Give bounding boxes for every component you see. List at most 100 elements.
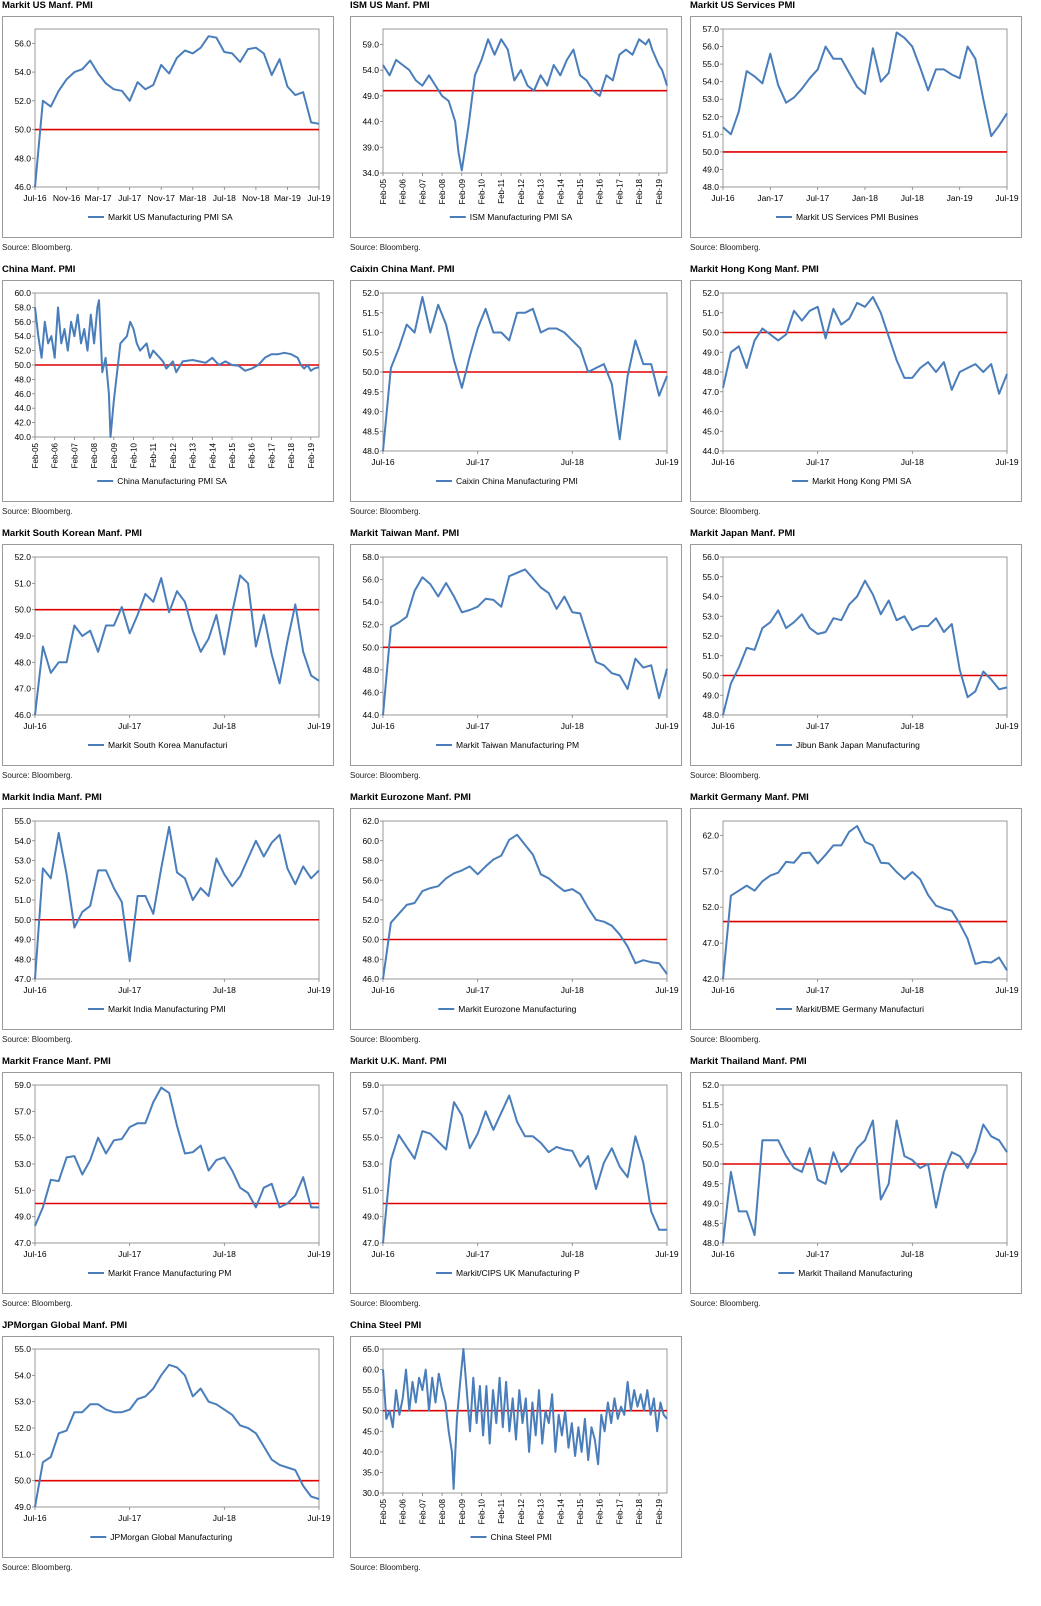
y-tick-label: 44.0 <box>702 446 719 456</box>
x-tick-label: Feb-07 <box>418 1498 427 1524</box>
x-tick-label: Feb-19 <box>655 178 664 204</box>
y-tick-label: 48.0 <box>362 446 379 456</box>
x-tick-label: Feb-15 <box>576 1498 585 1524</box>
chart-panel-ism-manf: ISM US Manf. PMI 34.0 39.0 44.0 49.0 54.0 59.0… <box>348 0 686 264</box>
y-tick-label: 48.0 <box>702 710 719 720</box>
x-tick-label: Jul-17 <box>466 985 489 995</box>
x-tick-label: Jul-19 <box>307 985 330 995</box>
x-tick-label: Jul-18 <box>561 1249 584 1259</box>
y-tick-label: 52.0 <box>702 112 719 122</box>
chart-svg: 47.0 49.0 51.0 53.0 55.0 57.0 59.0 Jul-16 Jul-17… <box>362 1080 678 1278</box>
legend-label: ISM Manufacturing PMI SA <box>470 212 573 222</box>
y-tick-label: 48.0 <box>362 665 379 675</box>
x-tick-label: Jul-16 <box>23 721 46 731</box>
chart-frame: 46.0 48.0 50.0 52.0 54.0 56.0 58.0 60.0 62.0 Jul-… <box>350 808 682 1030</box>
y-tick-label: 50.0 <box>362 935 379 945</box>
x-tick-label: Jul-16 <box>23 1249 46 1259</box>
y-tick-label: 55.0 <box>702 59 719 69</box>
x-tick-label: Mar-18 <box>179 193 206 203</box>
chart-title: Markit South Korean Manf. PMI <box>2 528 142 539</box>
x-tick-label: Nov-18 <box>242 193 270 203</box>
x-tick-label: Jul-18 <box>213 1513 236 1523</box>
series-line <box>34 1086 319 1227</box>
legend-label: Markit France Manufacturing PM <box>108 1268 231 1278</box>
x-tick-label: Feb-05 <box>31 442 40 468</box>
x-tick-label: Jul-16 <box>371 985 394 995</box>
y-tick-label: 50.0 <box>14 915 31 925</box>
y-tick-label: 56.0 <box>362 875 379 885</box>
x-tick-label: Jul-17 <box>806 985 829 995</box>
legend-label: Markit US Services PMI Busines <box>796 212 918 222</box>
x-tick-label: Jul-16 <box>711 1249 734 1259</box>
x-tick-label: Feb-09 <box>458 178 467 204</box>
x-tick-label: Jul-17 <box>118 1513 141 1523</box>
chart-panel-china-steel: China Steel PMI 30.0 35.0 40.0 45.0 50.0 55.0 6… <box>348 1320 686 1584</box>
legend-label: Markit Eurozone Manufacturing <box>458 1004 576 1014</box>
x-tick-label: Jul-19 <box>995 457 1018 467</box>
chart-svg: 49.0 50.0 51.0 52.0 53.0 54.0 55.0 Jul-16 Jul-17… <box>14 1344 330 1542</box>
x-tick-label: Feb-11 <box>497 178 506 203</box>
x-tick-label: Jul-18 <box>901 721 924 731</box>
chart-svg: 47.0 49.0 51.0 53.0 55.0 57.0 59.0 Jul-16 Jul-17… <box>14 1080 330 1278</box>
y-tick-label: 48.0 <box>14 374 31 384</box>
x-tick-label: Jul-17 <box>806 457 829 467</box>
y-tick-label: 50.0 <box>14 605 31 615</box>
y-tick-label: 53.0 <box>14 856 31 866</box>
x-tick-label: Jul-16 <box>23 193 46 203</box>
y-tick-label: 45.0 <box>702 426 719 436</box>
legend-label: Markit/CIPS UK Manufacturing P <box>456 1268 580 1278</box>
y-tick-label: 54.0 <box>362 597 379 607</box>
chart-title: Markit Hong Kong Manf. PMI <box>690 264 819 275</box>
y-tick-label: 47.0 <box>14 684 31 694</box>
y-tick-label: 34.0 <box>362 168 379 178</box>
x-tick-label: Mar-17 <box>85 193 112 203</box>
y-tick-label: 46.0 <box>14 182 31 192</box>
x-tick-label: Jul-19 <box>655 985 678 995</box>
y-tick-label: 51.0 <box>702 308 719 318</box>
chart-title: China Manf. PMI <box>2 264 76 275</box>
y-tick-label: 53.0 <box>362 1159 379 1169</box>
y-tick-label: 51.0 <box>14 1185 31 1195</box>
chart-title: Markit US Services PMI <box>690 0 796 11</box>
x-tick-label: Feb-17 <box>615 1498 624 1524</box>
y-tick-label: 49.0 <box>14 1212 31 1222</box>
y-tick-label: 51.0 <box>362 1185 379 1195</box>
y-tick-label: 45.0 <box>362 1426 379 1436</box>
x-tick-label: Feb-08 <box>90 442 99 468</box>
y-tick-label: 55.0 <box>362 1133 379 1143</box>
x-tick-label: Jul-16 <box>711 721 734 731</box>
chart-title: Markit US Manf. PMI <box>2 0 93 11</box>
legend-label: Markit/BME Germany Manufacturi <box>796 1004 924 1014</box>
y-tick-label: 49.0 <box>14 935 31 945</box>
y-tick-label: 50.5 <box>362 347 379 357</box>
plot-area <box>34 556 320 716</box>
x-tick-label: Feb-05 <box>379 178 388 204</box>
chart-frame: 30.0 35.0 40.0 45.0 50.0 55.0 60.0 65.0 Feb-05 Fe… <box>350 1336 682 1558</box>
x-tick-label: Nov-16 <box>53 193 81 203</box>
x-tick-label: Jan-17 <box>757 193 783 203</box>
x-tick-label: Feb-18 <box>635 178 644 204</box>
y-tick-label: 54.0 <box>14 836 31 846</box>
x-tick-label: Feb-09 <box>110 442 119 468</box>
y-tick-label: 52.0 <box>14 346 31 356</box>
chart-svg: 34.0 39.0 44.0 49.0 54.0 59.0 Feb-05 Feb-06 Feb-… <box>362 28 668 222</box>
series-line <box>34 1363 320 1508</box>
y-tick-label: 52.0 <box>362 620 379 630</box>
chart-title: Caixin China Manf. PMI <box>350 264 455 275</box>
chart-panel-taiwan-manf: Markit Taiwan Manf. PMI 44.0 46.0 48.0 50.0 5… <box>348 528 686 792</box>
y-tick-label: 50.0 <box>362 642 379 652</box>
legend-label: Markit South Korea Manufacturi <box>108 740 228 750</box>
x-tick-label: Feb-07 <box>70 442 79 468</box>
y-tick-label: 46.0 <box>362 974 379 984</box>
x-tick-label: Jul-19 <box>995 985 1018 995</box>
y-tick-label: 52.0 <box>14 552 31 562</box>
x-tick-label: Jul-19 <box>655 1249 678 1259</box>
plot-area <box>382 1084 668 1244</box>
chart-frame: 46.0 47.0 48.0 49.0 50.0 51.0 52.0 Jul-16 Jul-17… <box>2 544 334 766</box>
chart-frame: 47.0 49.0 51.0 53.0 55.0 57.0 59.0 Jul-16 Jul-17… <box>350 1072 682 1294</box>
series-line <box>722 31 1008 138</box>
y-tick-label: 50.5 <box>702 1139 719 1149</box>
x-tick-label: Jul-19 <box>307 721 330 731</box>
y-tick-label: 51.5 <box>702 1100 719 1110</box>
y-tick-label: 49.5 <box>702 1179 719 1189</box>
